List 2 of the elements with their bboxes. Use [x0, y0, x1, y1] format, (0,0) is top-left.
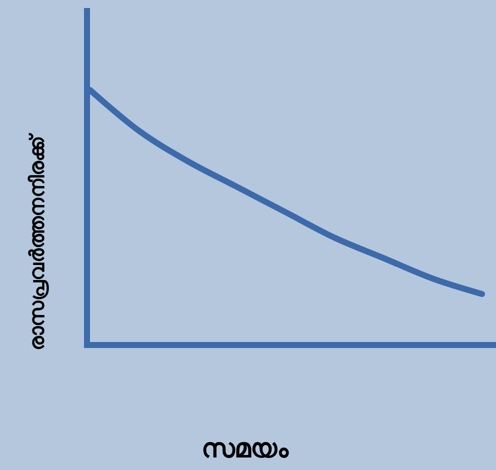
y-axis-title: രാസപ്രവർത്തനനിരക്ക് — [25, 132, 49, 350]
x-axis-title: സമയം — [202, 434, 290, 464]
